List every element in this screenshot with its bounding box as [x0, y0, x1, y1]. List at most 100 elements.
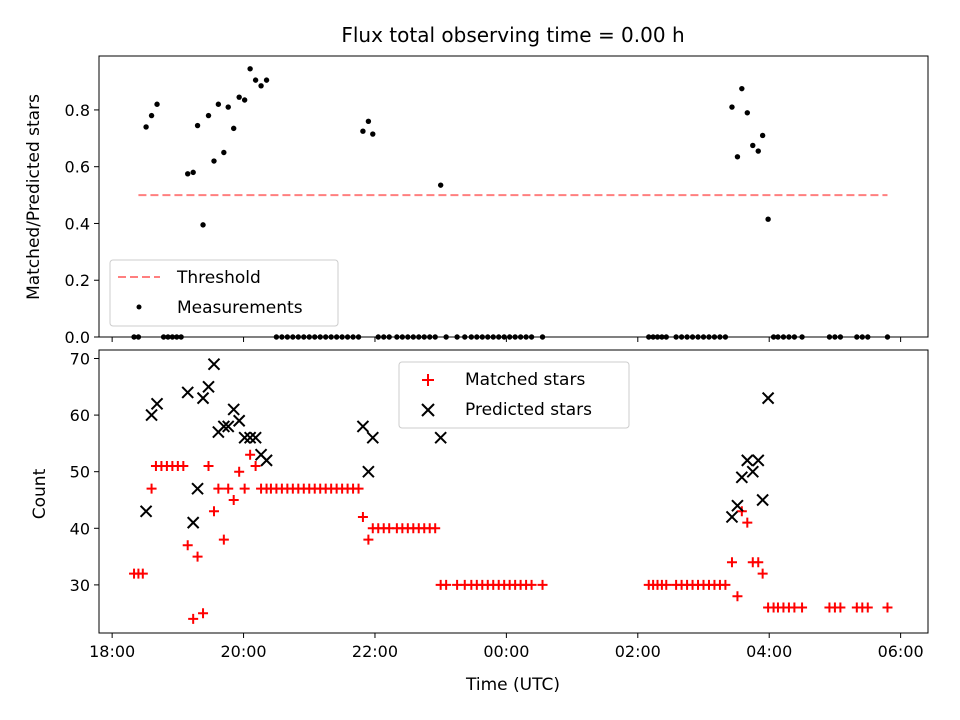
- matched-stars-point-2: [137, 568, 148, 579]
- predicted-stars-point-10: [217, 420, 231, 433]
- matched-stars-point-89: [726, 557, 737, 568]
- measurement-point-43: [365, 118, 372, 124]
- matched-stars-point-11: [188, 613, 199, 624]
- matched-stars-point-78: [661, 579, 672, 590]
- matched-stars-point-102: [797, 602, 808, 613]
- top-y-axis-label: Matched/Predicted stars: [24, 94, 44, 300]
- predicted-stars-point-1: [145, 408, 158, 422]
- top-legend-box: [109, 259, 339, 327]
- predicted-stars-point-30: [761, 391, 775, 405]
- predicted-stars-point-3: [181, 386, 194, 399]
- measurement-point-14: [205, 112, 212, 119]
- measurement-point-17: [221, 149, 227, 156]
- predicted-stars-point-7: [202, 380, 215, 393]
- measurement-point-25: [263, 77, 270, 83]
- legend-predicted-label: Predicted stars: [465, 400, 592, 420]
- bottom-axis-ticks: 30 40 50 60 70 18:00 20:00 22:00 00:00 02:00 04:00…: [70, 349, 924, 661]
- measurement-point-23: [252, 77, 259, 83]
- x-tick-label-3: 00:00: [483, 642, 529, 661]
- bottom-legend-box: [398, 361, 630, 429]
- predicted-stars-point-12: [227, 403, 240, 416]
- predicted-stars-point-8: [207, 357, 221, 371]
- matched-stars-point-58: [441, 579, 452, 590]
- matched-stars-point-94: [753, 557, 764, 568]
- matched-stars-point-72: [526, 579, 537, 590]
- x-tick-label-4: 02:00: [615, 642, 661, 661]
- measurement-point-19: [230, 125, 237, 132]
- measurement-point-2: [143, 124, 149, 130]
- matched-stars-point-9: [178, 461, 189, 472]
- matched-stars-point-19: [228, 494, 239, 505]
- predicted-stars-point-0: [139, 505, 153, 518]
- legend-predicted-swatch: [421, 403, 435, 417]
- measurement-point-10: [185, 171, 191, 177]
- predicted-stars-point-26: [741, 454, 754, 467]
- matched-stars-point-16: [213, 483, 224, 494]
- matched-stars-point-73: [537, 579, 548, 590]
- predicted-stars-point-29: [756, 493, 769, 507]
- matched-stars-point-92: [742, 517, 753, 528]
- matched-stars-point-108: [862, 602, 873, 613]
- predicted-stars-point-13: [232, 414, 246, 427]
- measurement-point-91: [744, 110, 751, 116]
- matched-stars-point-15: [208, 506, 219, 517]
- predicted-stars-point-15: [243, 431, 257, 444]
- predicted-stars-point-24: [731, 499, 744, 512]
- predicted-stars-point-14: [238, 431, 251, 444]
- measurement-point-89: [734, 154, 741, 160]
- measurement-point-21: [241, 97, 248, 103]
- predicted-stars-point-19: [356, 420, 370, 433]
- measurement-point-12: [194, 122, 201, 129]
- measurement-point-18: [225, 104, 231, 110]
- matched-stars-point-3: [146, 483, 157, 494]
- measurement-point-20: [236, 94, 242, 100]
- measurement-point-44: [370, 131, 376, 137]
- predicted-stars-point-6: [196, 391, 210, 405]
- matched-stars-point-13: [198, 608, 209, 619]
- x-tick-label-0: 18:00: [89, 642, 135, 661]
- predicted-stars-point-5: [191, 482, 204, 495]
- measurement-point-16: [215, 101, 222, 107]
- predicted-stars-point-16: [249, 431, 262, 444]
- measurement-point-24: [258, 83, 264, 89]
- predicted-stars-point-22: [434, 431, 447, 444]
- chart-title: Flux total observing time = 0.00 h: [341, 23, 684, 47]
- x-tick-label-1: 20:00: [221, 642, 267, 661]
- measurement-point-22: [247, 66, 253, 72]
- measurement-point-88: [729, 104, 735, 110]
- predicted-stars-point-11: [222, 420, 235, 433]
- matched-stars-point-88: [720, 579, 731, 590]
- top-plot-frame: [98, 55, 929, 338]
- predicted-stars-point-18: [260, 454, 273, 467]
- y-tick-label-1-3: 60: [70, 406, 90, 425]
- y-tick-label-0-1: 0.2: [65, 271, 90, 290]
- measurement-point-95: [765, 216, 771, 222]
- measurement-point-3: [148, 112, 155, 119]
- matched-stars-point-14: [203, 461, 214, 472]
- matched-stars-point-95: [757, 568, 768, 579]
- predicted-stars-point-27: [746, 465, 759, 478]
- top-axis-ticks: 0.0 0.2 0.4 0.6 0.8: [65, 101, 902, 347]
- legend-threshold-label: Threshold: [176, 268, 261, 288]
- matched-stars-point-90: [732, 591, 743, 602]
- measurement-point-13: [200, 222, 206, 228]
- matched-stars-point-20: [234, 466, 245, 477]
- bottom-plot-frame: [98, 349, 929, 634]
- bottom-legend: Matched stars Predicted stars: [398, 361, 630, 429]
- matched-stars-point-21: [239, 483, 250, 494]
- predicted-stars-point-20: [362, 465, 375, 478]
- matched-stars-point-44: [363, 534, 374, 545]
- measurement-point-56: [437, 182, 444, 188]
- y-tick-label-0-3: 0.6: [65, 158, 90, 177]
- matched-stars-point-22: [245, 449, 256, 460]
- measurement-point-92: [750, 142, 756, 149]
- legend-measurements-label: Measurements: [177, 298, 303, 318]
- x-tick-label-5: 04:00: [746, 642, 792, 661]
- x-tick-label-6: 06:00: [878, 642, 924, 661]
- measurement-point-4: [154, 101, 160, 107]
- matched-stars-point-18: [223, 483, 234, 494]
- predicted-stars-point-25: [735, 471, 749, 484]
- x-tick-label-2: 22:00: [352, 642, 398, 661]
- measurement-point-42: [360, 128, 366, 134]
